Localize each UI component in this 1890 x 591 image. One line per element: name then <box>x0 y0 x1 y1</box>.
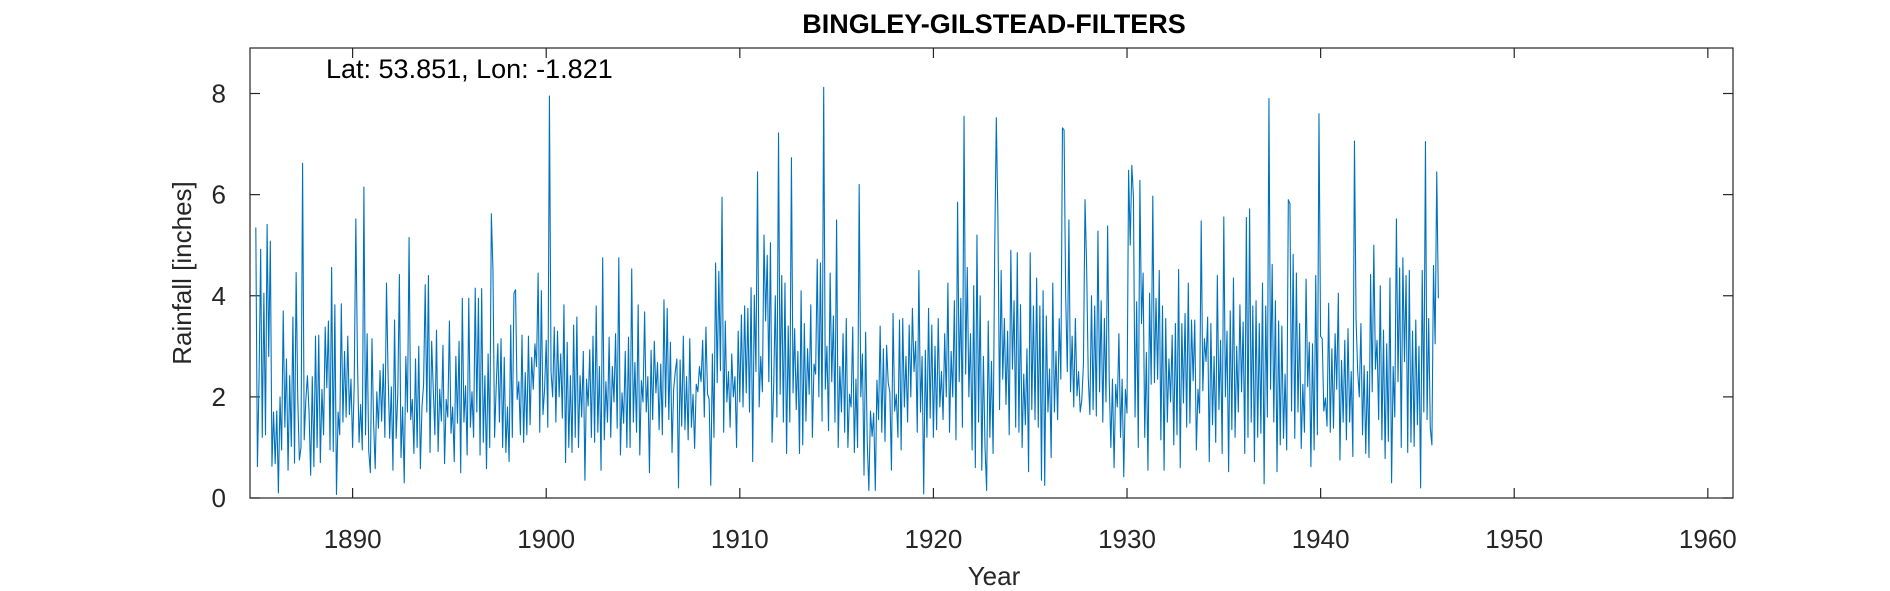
x-tick-label: 1920 <box>904 524 962 554</box>
x-tick-label: 1910 <box>711 524 769 554</box>
x-axis-label: Year <box>968 561 1021 591</box>
y-tick-label: 2 <box>212 382 226 412</box>
y-axis-label: Rainfall [inches] <box>167 181 197 365</box>
y-tick-label: 6 <box>212 180 226 210</box>
axes-box <box>249 47 1734 499</box>
x-tick-label: 1900 <box>517 524 575 554</box>
location-annotation: Lat: 53.851, Lon: -1.821 <box>326 54 613 84</box>
rainfall-series-line <box>255 86 1439 496</box>
x-tick-label: 1940 <box>1292 524 1350 554</box>
y-axis: 0 2 4 6 8 <box>212 79 1733 513</box>
x-tick-label: 1890 <box>324 524 382 554</box>
y-tick-label: 4 <box>212 281 226 311</box>
x-axis: 1890 1900 1910 1920 1930 1940 1950 1960 <box>324 48 1737 554</box>
x-tick-label: 1930 <box>1098 524 1156 554</box>
y-tick-label: 0 <box>212 483 226 513</box>
x-tick-label: 1950 <box>1485 524 1543 554</box>
y-tick-label: 8 <box>212 79 226 109</box>
chart-title: BINGLEY-GILSTEAD-FILTERS <box>802 9 1186 39</box>
x-tick-label: 1960 <box>1679 524 1737 554</box>
